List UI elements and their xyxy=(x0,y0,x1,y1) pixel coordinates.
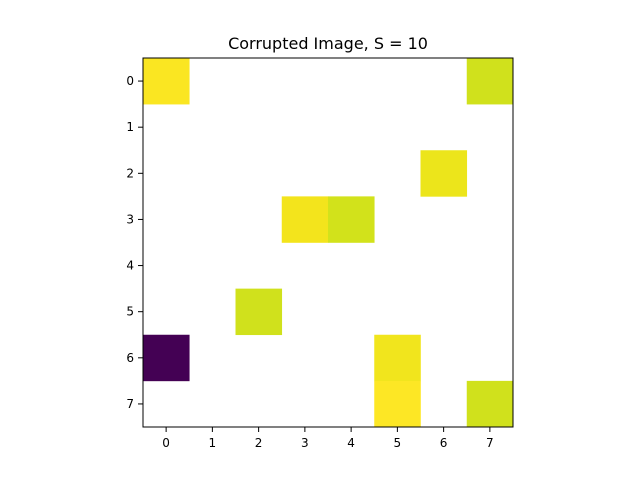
heatmap-cell-r7-c5 xyxy=(374,380,421,428)
heatmap-cell-r5-c2 xyxy=(235,288,283,336)
heatmap-cell-r0-c7 xyxy=(466,58,514,105)
y-tick-label: 3 xyxy=(126,212,134,226)
x-tick-label: 5 xyxy=(394,436,402,450)
x-tick-label: 7 xyxy=(486,436,494,450)
x-tick-label: 6 xyxy=(440,436,448,450)
y-tick-label: 4 xyxy=(126,259,134,273)
x-axis: 0 1 2 3 4 5 6 7 xyxy=(162,427,494,450)
heatmap-cell-r0-c0 xyxy=(143,58,190,105)
y-tick-label: 6 xyxy=(126,351,134,365)
heatmap-cell-r6-c0 xyxy=(143,334,190,382)
x-tick-label: 2 xyxy=(255,436,263,450)
y-tick-label: 1 xyxy=(126,120,134,134)
heatmap-cell-r2-c6 xyxy=(420,150,468,197)
heatmap-cells xyxy=(143,58,514,428)
y-tick-label: 0 xyxy=(126,74,134,88)
plot-frame xyxy=(142,57,514,428)
heatmap-cell-r3-c3 xyxy=(281,196,329,243)
x-tick-label: 3 xyxy=(301,436,309,450)
chart-title: Corrupted Image, S = 10 xyxy=(228,34,428,53)
heatmap-cell-r3-c4 xyxy=(328,196,375,243)
y-tick-label: 2 xyxy=(126,166,134,180)
heatmap-cell-r6-c5 xyxy=(374,334,421,382)
x-tick-label: 0 xyxy=(162,436,170,450)
y-tick-label: 5 xyxy=(126,305,134,319)
x-tick-label: 1 xyxy=(209,436,217,450)
y-axis: 0 1 2 3 4 5 6 7 xyxy=(126,74,143,411)
y-tick-label: 7 xyxy=(126,397,134,411)
x-tick-label: 4 xyxy=(347,436,355,450)
heatmap-cell-r7-c7 xyxy=(466,380,514,428)
